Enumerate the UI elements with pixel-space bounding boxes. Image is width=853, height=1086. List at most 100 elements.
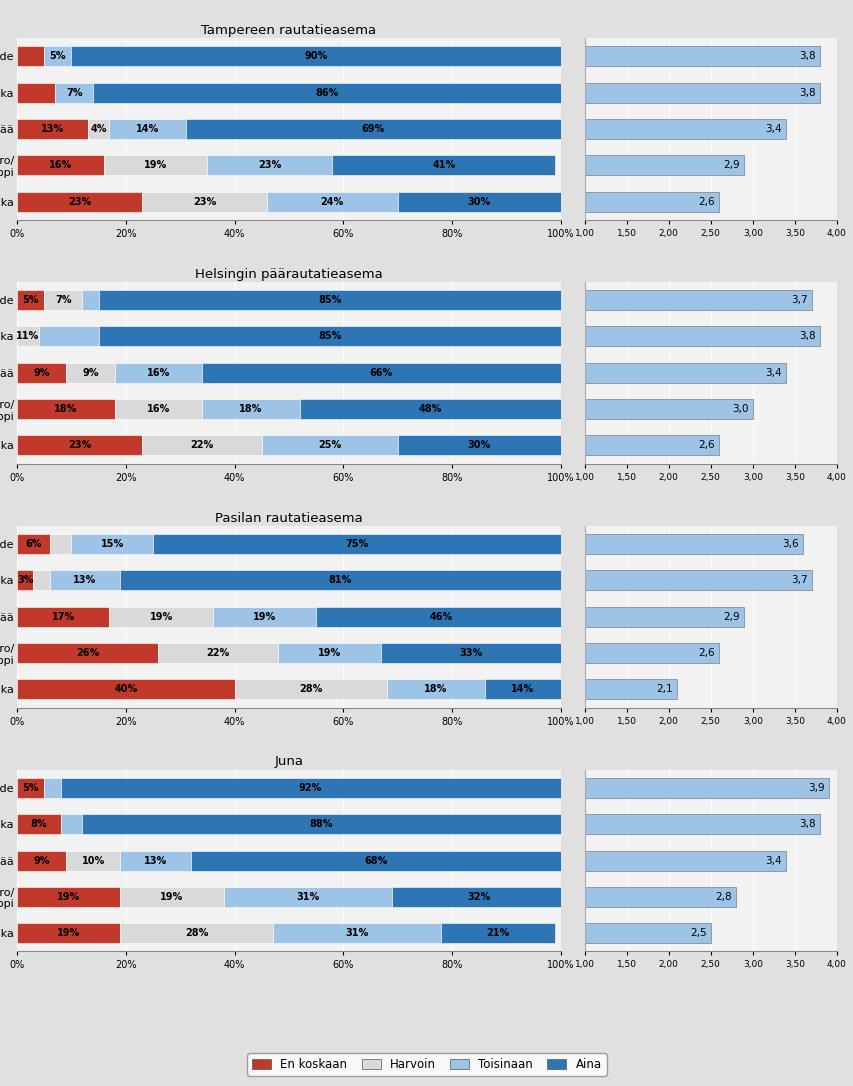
Bar	[115, 363, 201, 382]
Text: 92%: 92%	[299, 783, 322, 793]
Text: 75%: 75%	[345, 539, 368, 548]
Bar	[583, 47, 819, 66]
Text: 2,8: 2,8	[714, 892, 731, 901]
Text: 21%: 21%	[486, 929, 509, 938]
Text: 3,4: 3,4	[765, 856, 781, 866]
Text: 5%: 5%	[22, 295, 39, 305]
Text: 90%: 90%	[304, 51, 328, 61]
Bar	[17, 400, 115, 419]
Text: 13%: 13%	[73, 576, 96, 585]
Bar	[583, 400, 751, 419]
Text: 2,6: 2,6	[698, 648, 714, 658]
Text: 18%: 18%	[423, 684, 447, 694]
Bar	[17, 850, 66, 871]
Title: Helsingin päärautatieasema: Helsingin päärautatieasema	[194, 268, 382, 280]
Bar	[583, 327, 819, 346]
Text: 6%: 6%	[25, 539, 42, 548]
Text: 9%: 9%	[82, 368, 99, 378]
Bar	[397, 191, 560, 212]
Bar	[72, 534, 153, 554]
Bar	[583, 83, 819, 102]
Bar	[33, 570, 49, 591]
Text: 2,1: 2,1	[655, 684, 672, 694]
Text: 17%: 17%	[51, 611, 75, 621]
Bar	[484, 680, 560, 699]
Bar	[17, 290, 44, 311]
Text: 15%: 15%	[101, 539, 124, 548]
Text: 3,8: 3,8	[798, 819, 815, 830]
Bar	[583, 363, 786, 382]
Text: 13%: 13%	[144, 856, 167, 866]
Bar	[583, 778, 827, 798]
Text: 3,0: 3,0	[731, 404, 748, 414]
Text: 19%: 19%	[149, 611, 172, 621]
Bar	[88, 118, 109, 139]
Bar	[44, 778, 61, 798]
Bar	[397, 435, 560, 455]
Bar	[267, 191, 397, 212]
Text: 25%: 25%	[317, 441, 341, 451]
Bar	[17, 643, 158, 662]
Text: 3,8: 3,8	[798, 51, 815, 61]
Text: 32%: 32%	[467, 892, 490, 901]
Text: 40%: 40%	[114, 684, 137, 694]
Bar	[17, 778, 44, 798]
Title: Tampereen rautatieasema: Tampereen rautatieasema	[201, 24, 376, 37]
Text: 13%: 13%	[41, 124, 64, 134]
Text: 3,8: 3,8	[798, 331, 815, 341]
Text: 19%: 19%	[144, 161, 167, 171]
Bar	[82, 290, 98, 311]
Bar	[223, 887, 392, 907]
Text: 18%: 18%	[239, 404, 262, 414]
Text: 3,7: 3,7	[790, 295, 807, 305]
Bar	[212, 607, 316, 627]
Bar	[120, 923, 272, 944]
Bar	[17, 363, 66, 382]
Text: 2,6: 2,6	[698, 441, 714, 451]
Bar	[583, 534, 803, 554]
Bar	[201, 363, 560, 382]
Title: Pasilan rautatieasema: Pasilan rautatieasema	[215, 512, 363, 525]
Text: 16%: 16%	[147, 368, 170, 378]
Text: 7%: 7%	[55, 295, 72, 305]
Text: 2,5: 2,5	[689, 929, 705, 938]
Bar	[17, 607, 109, 627]
Text: 4%: 4%	[90, 124, 107, 134]
Text: 5%: 5%	[49, 51, 66, 61]
Text: 3%: 3%	[17, 576, 33, 585]
Bar	[98, 290, 560, 311]
Bar	[299, 400, 560, 419]
Text: 22%: 22%	[190, 441, 213, 451]
Text: 5%: 5%	[22, 783, 39, 793]
Bar	[380, 643, 560, 662]
Text: 3,4: 3,4	[765, 368, 781, 378]
Text: 3,4: 3,4	[765, 124, 781, 134]
Bar	[17, 923, 120, 944]
Text: 33%: 33%	[459, 648, 482, 658]
Text: 86%: 86%	[315, 88, 338, 98]
Text: 23%: 23%	[68, 441, 91, 451]
Bar	[17, 155, 104, 175]
Text: 3,6: 3,6	[781, 539, 798, 548]
Bar	[583, 814, 819, 834]
Text: 3,9: 3,9	[807, 783, 823, 793]
Text: 69%: 69%	[361, 124, 385, 134]
Text: 30%: 30%	[467, 197, 490, 206]
Bar	[583, 570, 810, 591]
Bar	[120, 570, 560, 591]
Bar	[17, 814, 61, 834]
Text: 14%: 14%	[510, 684, 534, 694]
Bar	[142, 191, 267, 212]
Title: Juna: Juna	[274, 756, 303, 769]
Bar	[583, 643, 718, 662]
Bar	[235, 680, 386, 699]
Text: 48%: 48%	[418, 404, 441, 414]
Text: 31%: 31%	[296, 892, 319, 901]
Bar	[98, 327, 560, 346]
Text: 26%: 26%	[76, 648, 99, 658]
Text: 23%: 23%	[193, 197, 216, 206]
Legend: En koskaan, Harvoin, Toisinaan, Aina: En koskaan, Harvoin, Toisinaan, Aina	[247, 1053, 606, 1076]
Bar	[583, 435, 718, 455]
Text: 85%: 85%	[317, 295, 341, 305]
Bar	[44, 47, 72, 66]
